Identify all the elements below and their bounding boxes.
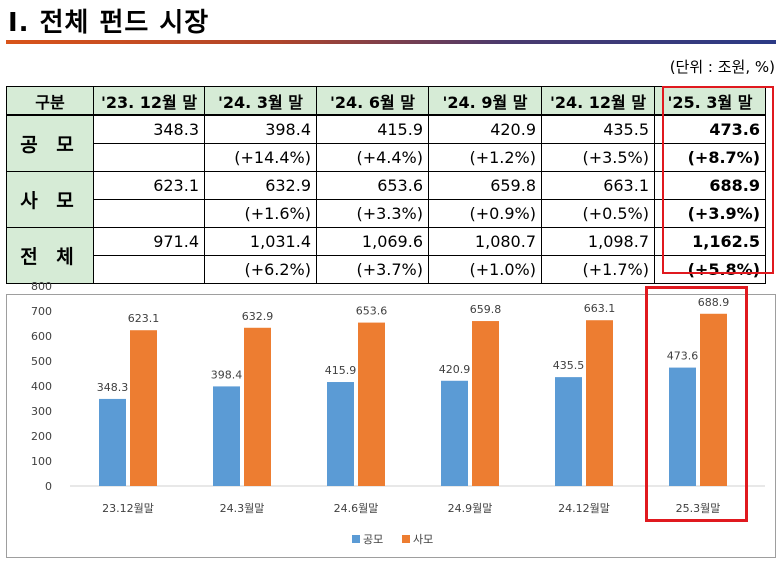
bar-public [99, 398, 126, 486]
unit-label: (단위 : 조원, %) [669, 58, 775, 76]
x-tick-label: 24.12월말 [558, 502, 610, 515]
cell-change: (+1.0%) [428, 255, 542, 284]
fund-table: 구분 '23. 12월 말 '24. 3월 말 '24. 6월 말 '24. 9… [6, 86, 766, 284]
cell-value: 663.1 [541, 171, 655, 200]
data-label: 415.9 [325, 364, 357, 377]
header-col: '24. 6월 말 [316, 86, 429, 116]
data-label: 688.9 [698, 296, 730, 309]
data-label: 473.6 [667, 350, 699, 363]
data-label: 435.5 [553, 359, 585, 372]
cell-change: (+6.2%) [204, 255, 317, 284]
header-col: '24. 12월 말 [541, 86, 655, 116]
data-label: 632.9 [242, 310, 274, 323]
y-tick-label: 400 [31, 380, 52, 393]
cell-change: (+14.4%) [204, 143, 317, 172]
bar-private [130, 330, 157, 486]
bar-public [327, 382, 354, 486]
data-label: 398.4 [211, 368, 243, 381]
title-underline [6, 40, 776, 44]
y-tick-label: 100 [31, 455, 52, 468]
header-col: '24. 9월 말 [428, 86, 542, 116]
cell-value-latest: 1,162.5 [654, 227, 766, 256]
bar-public [213, 386, 240, 486]
x-tick-label: 24.6월말 [334, 502, 379, 515]
legend-swatch [352, 535, 360, 543]
legend-label: 사모 [413, 533, 433, 546]
y-tick-label: 0 [45, 480, 52, 493]
table-header-row: 구분 '23. 12월 말 '24. 3월 말 '24. 6월 말 '24. 9… [6, 86, 766, 116]
chart-highlight-box [645, 286, 748, 522]
cell-change-latest: (+5.8%) [654, 255, 766, 284]
cell-change: (+4.4%) [316, 143, 429, 172]
table-row: (+6.2%) (+3.7%) (+1.0%) (+1.7%) (+5.8%) [7, 255, 766, 284]
y-tick-label: 300 [31, 405, 52, 418]
x-tick-label: 23.12월말 [102, 502, 154, 515]
cell-value: 1,080.7 [428, 227, 542, 256]
bar-private [472, 321, 499, 486]
table-row: 전 체 971.4 1,031.4 1,069.6 1,080.7 1,098.… [6, 227, 766, 284]
cell-value-latest: 688.9 [654, 171, 766, 200]
data-label: 659.8 [470, 303, 502, 316]
legend-swatch [402, 535, 410, 543]
y-tick-label: 200 [31, 430, 52, 443]
cell-change: (+3.5%) [541, 143, 655, 172]
cell-value: 971.4 [93, 227, 205, 256]
x-tick-label: 24.9월말 [448, 502, 493, 515]
x-tick-label: 24.3월말 [220, 502, 265, 515]
cell-change: (+0.9%) [428, 199, 542, 228]
bar-public [441, 380, 468, 486]
y-tick-label: 500 [31, 355, 52, 368]
cell-change: (+1.7%) [541, 255, 655, 284]
table-highlight-box [662, 86, 774, 274]
data-label: 348.3 [97, 381, 129, 394]
bar-public [669, 367, 696, 486]
y-tick-label: 600 [31, 330, 52, 343]
page-title: Ⅰ. 전체 펀드 시장 [8, 8, 210, 38]
row-label-private: 사 모 [6, 171, 94, 228]
data-label: 623.1 [128, 312, 160, 325]
cell-value: 623.1 [93, 171, 205, 200]
data-label: 663.1 [584, 302, 616, 315]
cell-change: (+3.3%) [316, 199, 429, 228]
legend-label: 공모 [363, 533, 383, 546]
cell-change-latest: (+3.9%) [654, 199, 766, 228]
cell-value: 420.9 [428, 114, 542, 144]
header-col: '24. 3월 말 [204, 86, 317, 116]
bar-private [244, 327, 271, 486]
table-row: 사 모 623.1 632.9 653.6 659.8 663.1 688.9 [6, 171, 766, 228]
cell-change [93, 199, 205, 228]
x-tick-label: 25.3월말 [676, 502, 721, 515]
cell-change: (+3.7%) [316, 255, 429, 284]
cell-value: 1,069.6 [316, 227, 429, 256]
bar-private [358, 322, 385, 486]
header-col: '25. 3월 말 [654, 86, 766, 116]
cell-value: 415.9 [316, 114, 429, 144]
cell-change [93, 143, 205, 172]
bar-private [700, 313, 727, 486]
row-label-public: 공 모 [6, 114, 94, 172]
table-row: 공 모 348.3 398.4 415.9 420.9 435.5 473.6 [6, 114, 766, 172]
cell-value: 435.5 [541, 114, 655, 144]
bar-public [555, 377, 582, 486]
bar-private [586, 320, 613, 486]
header-corner: 구분 [6, 86, 94, 116]
data-label: 653.6 [356, 305, 388, 318]
row-label-total: 전 체 [6, 227, 94, 284]
table-row: (+14.4%) (+4.4%) (+1.2%) (+3.5%) (+8.7%) [7, 143, 766, 172]
data-label: 420.9 [439, 363, 471, 376]
y-tick-label: 700 [31, 305, 52, 318]
y-tick-label: 800 [31, 280, 52, 293]
chart-frame [6, 294, 776, 558]
cell-change: (+1.2%) [428, 143, 542, 172]
cell-value-latest: 473.6 [654, 114, 766, 144]
